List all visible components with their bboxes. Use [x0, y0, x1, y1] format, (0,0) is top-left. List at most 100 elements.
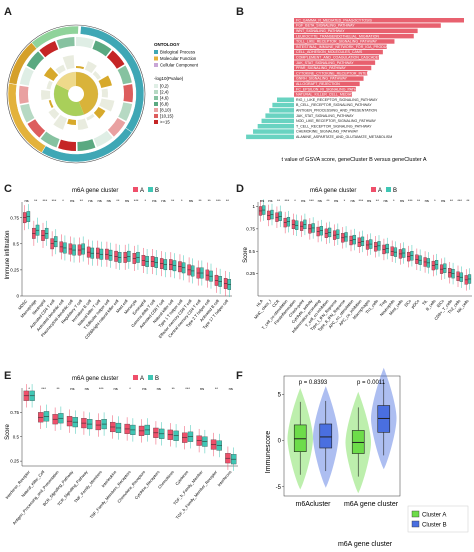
gsva-bar-label: FC_GAMMA_R_MEDIATED_PHAGOCYTOSIS: [296, 18, 373, 22]
significance-label: *: [434, 198, 436, 203]
legend-e: m6A gene cluster A B: [72, 375, 159, 382]
d-boxes: 0.250.50.751nsHLAnsMHC_class_I**CCR***T_…: [246, 198, 472, 334]
gsva-bar-positive: [294, 65, 372, 71]
gsva-bar-label: RIG_I_LIKE_RECEPTOR_SIGNALING_PATHWAY: [296, 98, 378, 102]
legend-d-swatch-b: [386, 187, 391, 192]
gsva-bar-label: B_CELL_RECEPTOR_SIGNALING_PATHWAY: [296, 103, 372, 107]
gsva-bar-positive: [294, 23, 441, 28]
significance-label: **: [376, 198, 380, 203]
gsva-bar-positive: [294, 55, 379, 60]
significance-label: ***: [359, 198, 364, 203]
category-label: Interferon_Receptor: [4, 469, 31, 500]
significance-label: ns: [70, 198, 74, 203]
significance-label: ***: [457, 198, 462, 203]
gsva-bar-positive: [294, 28, 418, 34]
gsva-bar-positive: [294, 33, 414, 39]
gsva-bar-label: TOLL_LIKE_RECEPTOR_SIGNALING_PATHWAY: [296, 40, 378, 44]
gsva-bar-negative: [272, 102, 294, 108]
significance-label: **: [116, 198, 120, 203]
significance-label: ns: [383, 198, 387, 203]
significance-label: *: [62, 198, 64, 203]
significance-label: *: [393, 198, 395, 203]
gsva-bar-positive: [294, 49, 383, 55]
ontology-legend-swatch: [154, 56, 158, 61]
gsva-bar-chart: FC_GAMMA_R_MEDIATED_PHAGOCYTOSIS FGF_BETA…: [246, 18, 464, 163]
gsva-bar-positive: [294, 39, 395, 44]
significance-label: ***: [134, 198, 139, 203]
significance-label: ns: [400, 198, 404, 203]
y-tick-label: 0.25: [246, 271, 255, 276]
significance-label: ns: [97, 198, 101, 203]
go-inner-bar: [55, 64, 66, 75]
go-middle-ring-segment: [107, 118, 126, 137]
gsva-bar-label: NOD_LIKE_RECEPTOR_SIGNALING_PATHWAY: [296, 119, 377, 123]
pvalue-legend-swatch: [154, 120, 158, 124]
y-tick-label: 0.75: [246, 226, 255, 231]
go-inner-bar: [43, 67, 59, 81]
gsva-bar-positive: [294, 60, 376, 65]
significance-label: ns: [367, 198, 371, 203]
y-tick-label: 0: [16, 294, 19, 299]
legend-c-label-a: A: [140, 188, 144, 194]
ontology-legend-label: Cellular Component: [160, 63, 199, 68]
significance-label: **: [80, 198, 84, 203]
go-middle-ring-segment: [106, 50, 125, 69]
significance-label: ns: [200, 386, 204, 391]
go-middle-ring-segment: [18, 85, 29, 104]
gsva-bar-label: CHEMOKINE_SIGNALING_PATHWAY: [296, 130, 359, 134]
panel-label-f: F: [236, 370, 243, 382]
f-y-tick-label: 5: [278, 392, 282, 398]
gsva-bar-label: CELL_ADHESION_MOLECULES_CAMS: [296, 50, 363, 54]
f-legend-swatch-a: [411, 510, 420, 518]
significance-label: ***: [42, 198, 47, 203]
significance-label: *: [129, 386, 131, 391]
gsva-bar-label: PPAR_SIGNALING_PATHWAY: [296, 66, 347, 70]
go-inner-bar: [86, 113, 95, 121]
immune-infiltration-boxplot: m6A gene cluster A B Immune infiltration…: [5, 187, 232, 340]
go-middle-ring-segment: [27, 119, 46, 138]
gsva-bar-label: FC_EPSILON_RI_SIGNALING_PATHWAY: [296, 87, 365, 91]
gsva-bar-label: T_CELL_RECEPTOR_SIGNALING_PATHWAY: [296, 124, 372, 128]
legend-e-label-b: B: [155, 376, 159, 382]
category-label: iDCs: [436, 298, 445, 308]
go-middle-ring-segment: [40, 131, 60, 148]
e-y-label: Score: [5, 424, 11, 440]
significance-label: ns: [85, 386, 89, 391]
go-middle-ring-segment: [123, 84, 134, 103]
go-middle-ring-segment: [58, 139, 76, 151]
significance-label: **: [417, 198, 421, 203]
e-boxes: 0.250.50.75*Interferon_Receptor***Natura…: [4, 384, 238, 526]
significance-label: *: [181, 198, 183, 203]
significance-label: **: [450, 198, 454, 203]
gsva-bar-positive: [294, 44, 387, 49]
go-middle-ring-segment: [26, 51, 45, 70]
legend-c: m6A gene cluster A B: [72, 187, 159, 194]
pvalue-legend-label: [4,6): [160, 96, 169, 101]
significance-label: ns: [268, 198, 272, 203]
go-tick-ring: [6, 24, 146, 164]
significance-label: ns: [107, 198, 111, 203]
go-inner-bar: [76, 66, 85, 70]
pvalue-legend-swatch: [154, 108, 158, 112]
y-tick-label: 0.25: [10, 459, 19, 464]
category-label: HLA: [255, 298, 264, 307]
gsva-bar-label: COMPLEMENT_AND_COAGULATION_CASCADES: [296, 56, 381, 60]
go-center-wedge: [54, 84, 84, 116]
pvalue-legend-swatch: [154, 102, 158, 106]
go-middle-ring-segment: [93, 130, 113, 147]
y-tick-label: 0.75: [10, 410, 19, 415]
legend-d-swatch-a: [371, 187, 376, 192]
ontology-legend-label: Biological Process: [160, 50, 195, 55]
significance-label: ***: [216, 198, 221, 203]
significance-label: **: [326, 198, 330, 203]
go-inner-bar: [98, 75, 112, 88]
legend-e-label-a: A: [140, 376, 144, 382]
significance-label: ***: [309, 198, 314, 203]
go-outer-ring-segment: [31, 25, 79, 49]
panel-label-a: A: [4, 6, 12, 18]
panel-label-c: C: [4, 183, 12, 195]
significance-label: **: [208, 198, 212, 203]
gsva-bar-positive: [294, 81, 360, 87]
immune-score-boxplot: m6A gene cluster A B Score 0.250.50.751n…: [243, 187, 472, 334]
gsva-bars: FC_GAMMA_R_MEDIATED_PHAGOCYTOSIS FGF_BETA…: [246, 18, 464, 140]
